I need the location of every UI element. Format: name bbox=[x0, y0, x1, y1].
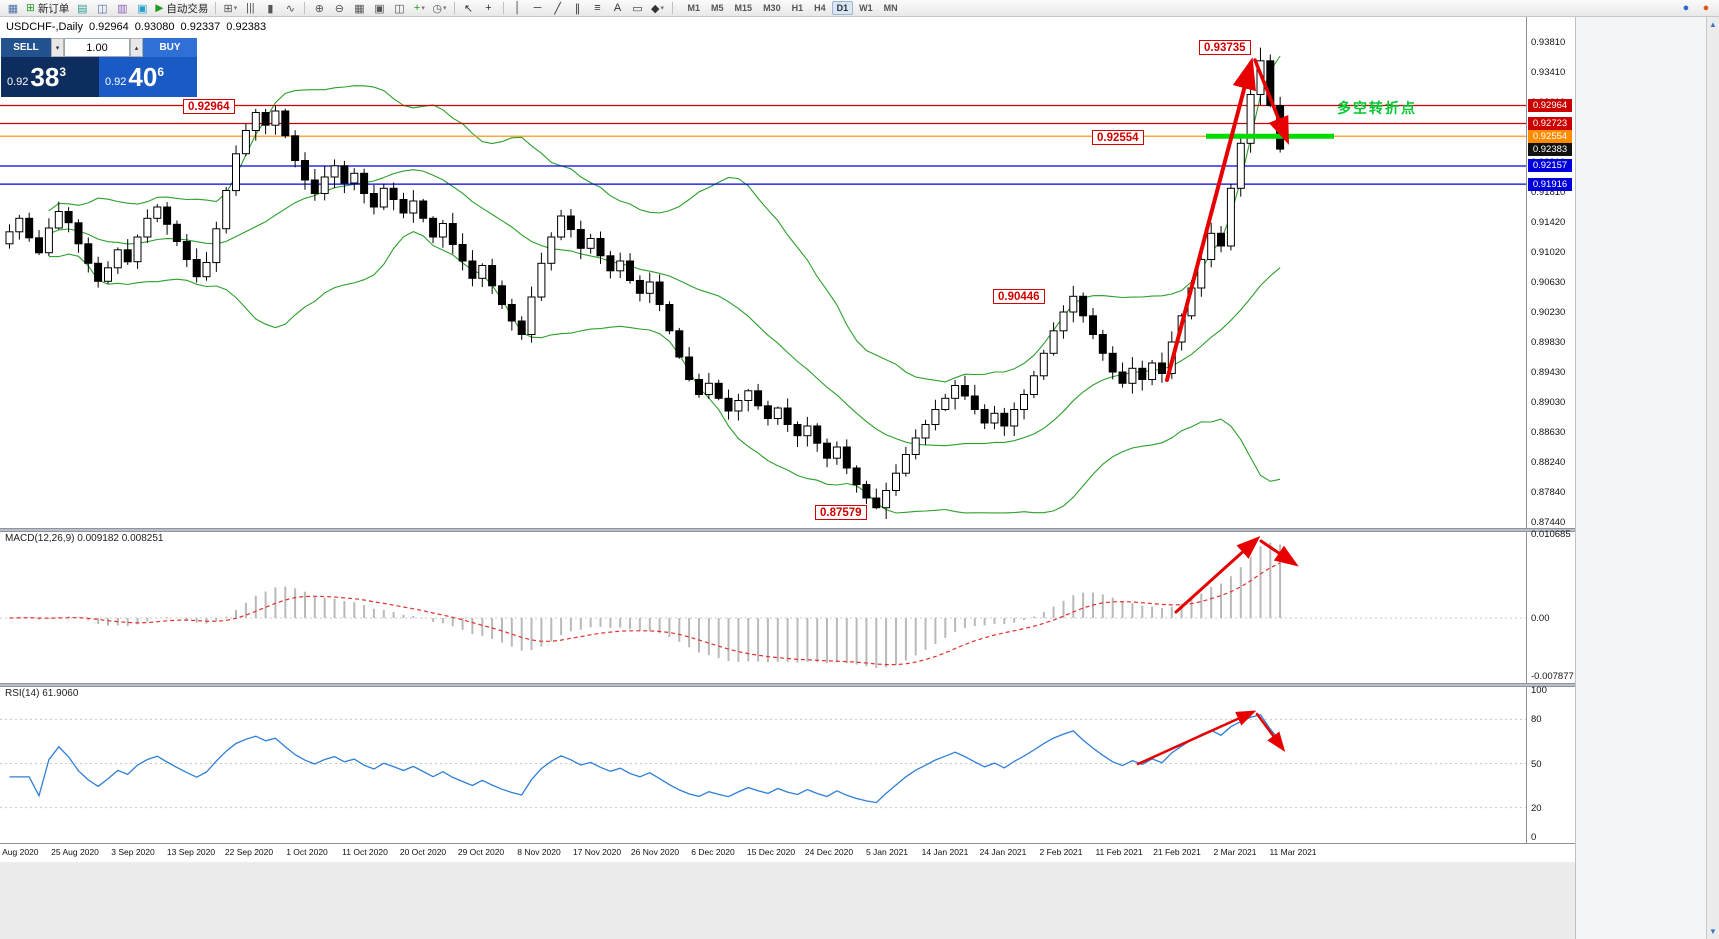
arrange-icon[interactable]: ◫ bbox=[394, 2, 405, 15]
buy-button[interactable]: BUY bbox=[143, 38, 197, 57]
timeframe-w1[interactable]: W1 bbox=[859, 3, 873, 13]
shapes-icon[interactable]: ◆ ▾ bbox=[651, 2, 664, 15]
tile-windows-icon[interactable]: ▦ bbox=[354, 2, 365, 15]
horizontal-line-icon[interactable]: ─ bbox=[533, 2, 542, 14]
low-value: 0.92337 bbox=[180, 21, 221, 33]
timeframe-d1[interactable]: D1 bbox=[831, 1, 854, 15]
text-label-icon[interactable]: ▭ bbox=[632, 2, 643, 15]
chevron-down-icon: ▾ bbox=[660, 5, 664, 12]
buy-price[interactable]: 0.92 40 6 bbox=[99, 57, 197, 97]
toolbar-separator bbox=[304, 2, 306, 14]
vertical-line-icon[interactable]: │ bbox=[514, 2, 521, 14]
right-empty-panel bbox=[1575, 17, 1706, 939]
new-chart-icon[interactable]: ⊞ ▾ bbox=[223, 2, 238, 15]
high-value: 0.93080 bbox=[134, 21, 175, 33]
chart-background[interactable] bbox=[0, 17, 1575, 862]
terminal-icon[interactable]: ▣ bbox=[137, 2, 148, 15]
macd-indicator-label: MACD(12,26,9) 0.009182 0.008251 bbox=[5, 533, 164, 544]
price-axis-separator bbox=[1526, 17, 1527, 843]
symbol-period-label: USDCHF-,Daily bbox=[6, 21, 83, 33]
timeframe-mn[interactable]: MN bbox=[883, 3, 898, 13]
market-watch-icon[interactable]: ▤ bbox=[77, 2, 88, 15]
indicators-icon[interactable]: + ▾ bbox=[413, 2, 425, 14]
new-order-icon: ⊞ bbox=[26, 2, 35, 14]
timeframe-h1[interactable]: H1 bbox=[791, 3, 804, 13]
toolbar-separator bbox=[215, 2, 217, 14]
auto-trading-icon: ▶ bbox=[155, 2, 164, 14]
new-order-button[interactable]: ⊞ 新订单 bbox=[23, 1, 72, 16]
toolbar-separator bbox=[502, 2, 504, 14]
volume-down-button[interactable]: ▾ bbox=[51, 38, 64, 57]
zoom-out-icon[interactable]: ⊖ bbox=[334, 2, 344, 15]
timeframe-group: M1 M5 M15 M30 H1 H4 D1 W1 MN bbox=[683, 1, 903, 15]
buy-price-sup: 6 bbox=[157, 65, 165, 79]
text-icon[interactable]: A bbox=[613, 2, 622, 14]
sell-price-sup: 3 bbox=[59, 65, 67, 79]
fibonacci-icon[interactable]: ≡ bbox=[594, 2, 601, 14]
rsi-indicator-label: RSI(14) 61.9060 bbox=[5, 688, 79, 699]
ohlc-info: USDCHF-,Daily 0.92964 0.93080 0.92337 0.9238… bbox=[6, 21, 272, 33]
bars-chart-icon[interactable]: ||| bbox=[246, 2, 255, 14]
cursor-icon[interactable]: ↖ bbox=[463, 2, 474, 15]
sell-price-base: 0.92 bbox=[7, 76, 29, 88]
line-chart-icon[interactable]: ∿ bbox=[285, 2, 295, 15]
periods-icon[interactable]: ◷ ▾ bbox=[432, 2, 447, 15]
toolbar: ▦ ⊞ 新订单 ▤ ◫ ▥ ▣ ▶ 自动交易 ⊞ ▾ ||| ▮ ∿ ⊕ ⊖ ▦ ▣ ◫ + ▾ ◷ ▾ ↖ + │ ─ ╱ ∥ ≡ A ▭ ◆… bbox=[0, 0, 1719, 17]
chevron-down-icon: ▾ bbox=[421, 5, 425, 12]
timeframe-m30[interactable]: M30 bbox=[763, 3, 781, 13]
timeframe-h4[interactable]: H4 bbox=[814, 3, 826, 13]
buy-price-base: 0.92 bbox=[105, 76, 127, 88]
scroll-down-arrow[interactable]: ▼ bbox=[1709, 927, 1717, 936]
timeframe-m1[interactable]: M1 bbox=[687, 3, 701, 13]
vertical-scrollbar[interactable]: ▲ ▼ bbox=[1706, 17, 1719, 939]
close-value: 0.92383 bbox=[226, 21, 267, 33]
scroll-up-arrow[interactable]: ▲ bbox=[1709, 20, 1717, 29]
notifications-icon[interactable]: ● bbox=[1702, 2, 1710, 14]
open-value: 0.92964 bbox=[89, 21, 129, 33]
timeframe-m5[interactable]: M5 bbox=[711, 3, 724, 13]
navigator-icon[interactable]: ▥ bbox=[117, 2, 128, 15]
timeframe-m15[interactable]: M15 bbox=[734, 3, 753, 13]
buy-price-big: 40 bbox=[128, 61, 158, 92]
zoom-in-icon[interactable]: ⊕ bbox=[314, 2, 324, 15]
window-icon[interactable]: ▦ bbox=[7, 2, 19, 15]
volume-input[interactable] bbox=[64, 38, 130, 57]
chevron-down-icon: ▾ bbox=[233, 5, 238, 12]
one-click-trading-panel: SELL ▾ ▴ BUY 0.92 38 3 0.92 40 6 bbox=[1, 38, 197, 97]
crosshair-icon[interactable]: + bbox=[485, 2, 492, 14]
data-window-icon[interactable]: ◫ bbox=[97, 2, 108, 15]
equidistant-channel-icon[interactable]: ∥ bbox=[574, 2, 581, 15]
new-order-label: 新订单 bbox=[37, 2, 70, 15]
community-icon[interactable]: ● bbox=[1682, 2, 1690, 14]
candlestick-chart-icon[interactable]: ▮ bbox=[267, 2, 274, 15]
chevron-down-icon: ▾ bbox=[443, 5, 447, 12]
panel-splitter-macd[interactable] bbox=[0, 528, 1575, 532]
panel-splitter-rsi[interactable] bbox=[0, 683, 1575, 687]
volume-up-button[interactable]: ▴ bbox=[130, 38, 143, 57]
cascade-windows-icon[interactable]: ▣ bbox=[374, 2, 385, 15]
auto-trading-button[interactable]: ▶ 自动交易 bbox=[152, 1, 211, 16]
sell-price[interactable]: 0.92 38 3 bbox=[1, 57, 99, 97]
sell-price-big: 38 bbox=[30, 61, 60, 92]
toolbar-separator bbox=[671, 2, 673, 14]
sell-button[interactable]: SELL bbox=[1, 38, 51, 57]
time-axis-separator bbox=[0, 843, 1575, 844]
auto-trading-label: 自动交易 bbox=[166, 2, 209, 15]
toolbar-separator bbox=[453, 2, 455, 14]
trendline-icon[interactable]: ╱ bbox=[554, 2, 561, 15]
